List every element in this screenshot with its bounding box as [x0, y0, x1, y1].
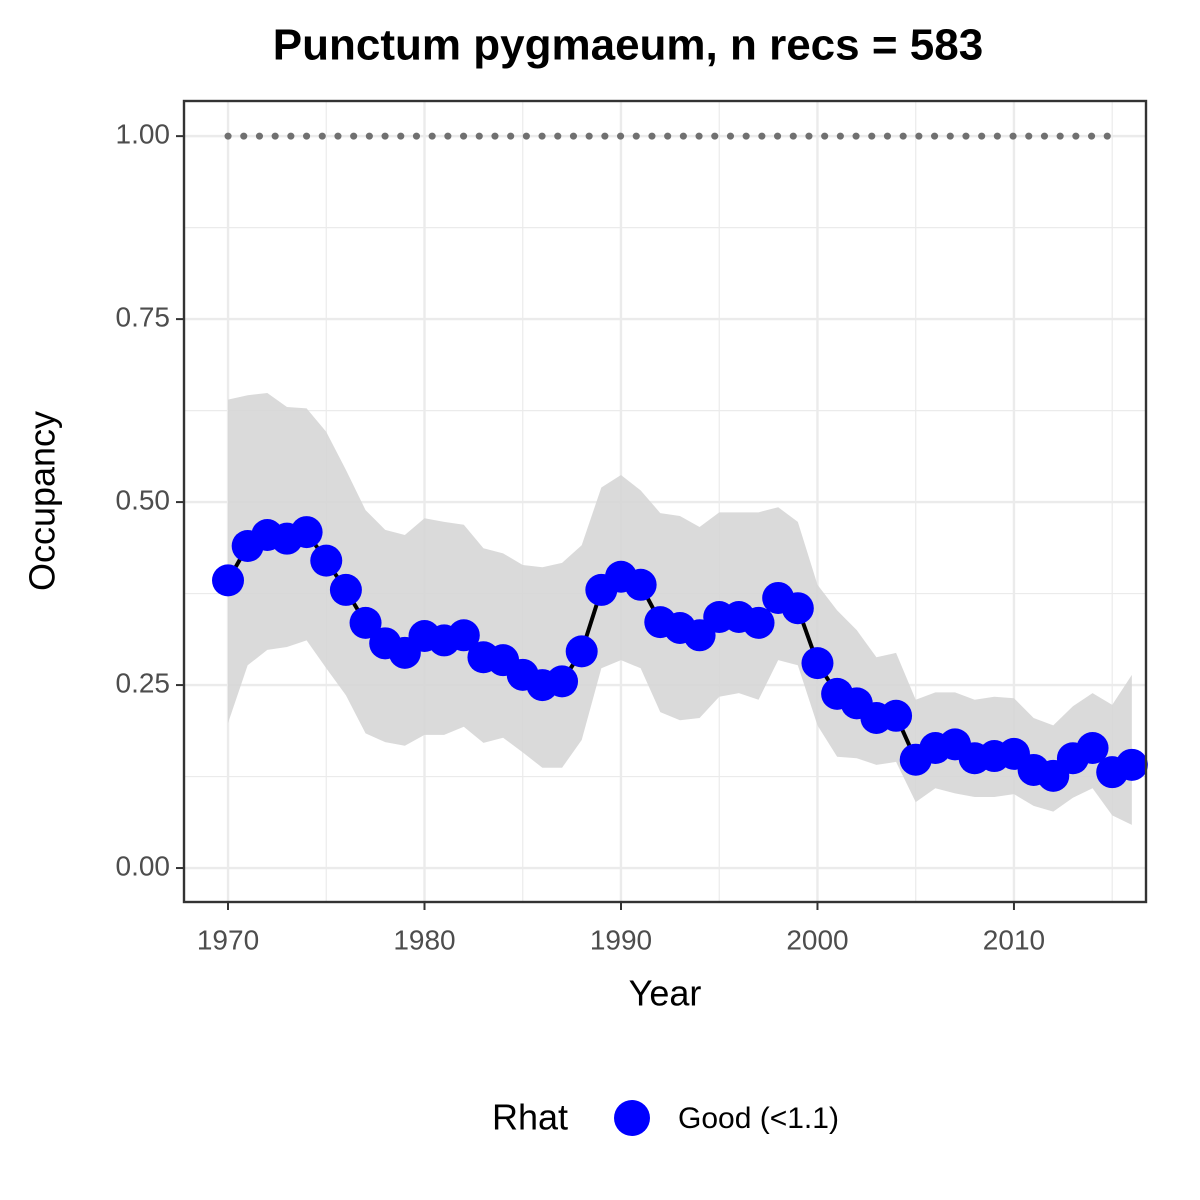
legend-title: Rhat [492, 1097, 568, 1138]
x-tick-label: 2010 [983, 924, 1045, 955]
x-tick-label: 1990 [590, 924, 652, 955]
point [447, 619, 480, 652]
point [565, 635, 598, 668]
x-tick-label: 1970 [197, 924, 259, 955]
point [781, 592, 814, 625]
point [212, 564, 245, 597]
point [880, 699, 913, 732]
x-tick-label: 2000 [786, 924, 848, 955]
y-tick-label: 0.00 [116, 850, 171, 881]
point [1115, 748, 1148, 781]
point [742, 606, 775, 639]
x-axis-label: Year [629, 973, 702, 1014]
point [624, 568, 657, 601]
y-tick-label: 0.75 [116, 301, 171, 332]
point [801, 647, 834, 680]
y-tick-label: 0.50 [116, 484, 171, 515]
legend-swatch [614, 1100, 650, 1136]
point [546, 665, 579, 698]
point [1076, 732, 1109, 765]
point [290, 516, 323, 549]
chart-title: Punctum pygmaeum, n recs = 583 [273, 21, 983, 70]
y-axis-label: Occupancy [22, 411, 63, 591]
panel-border [182, 99, 1148, 904]
y-tick-label: 1.00 [116, 119, 171, 150]
legend-label: Good (<1.1) [678, 1102, 839, 1135]
point [349, 606, 382, 639]
x-tick-label: 1980 [393, 924, 455, 955]
point [329, 573, 362, 606]
point [310, 544, 343, 577]
y-tick-label: 0.25 [116, 667, 171, 698]
